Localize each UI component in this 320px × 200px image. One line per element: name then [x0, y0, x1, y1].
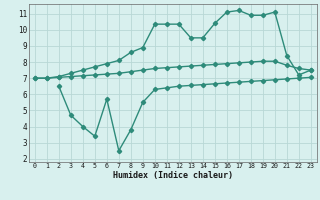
X-axis label: Humidex (Indice chaleur): Humidex (Indice chaleur) [113, 171, 233, 180]
